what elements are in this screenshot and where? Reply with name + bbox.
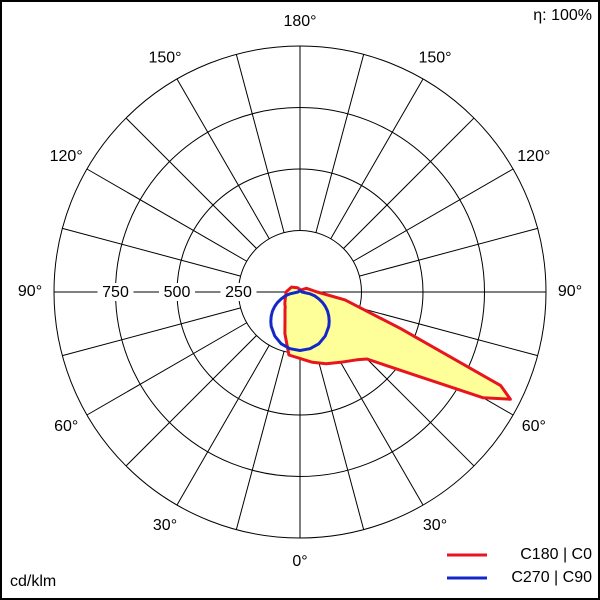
spoke <box>359 307 538 357</box>
spoke <box>86 168 247 262</box>
spoke <box>330 345 424 506</box>
spoke <box>359 227 538 277</box>
efficiency-note: η: 100% <box>533 7 592 24</box>
spoke <box>330 78 424 239</box>
spoke <box>176 345 270 506</box>
theta-tick-label: 150° <box>148 49 181 66</box>
legend-label: C270 | C90 <box>511 569 592 586</box>
r-tick-label: 750 <box>102 284 129 301</box>
theta-tick-label: 60° <box>54 418 78 435</box>
spoke <box>176 78 270 239</box>
spoke <box>353 168 514 262</box>
spoke <box>125 335 257 467</box>
theta-tick-label: 120° <box>517 148 550 165</box>
theta-tick-label: 90° <box>558 283 582 300</box>
spoke <box>62 307 241 357</box>
theta-tick-label: 30° <box>153 517 177 534</box>
spoke <box>62 227 241 277</box>
series-line <box>269 289 331 352</box>
theta-tick-label: 30° <box>423 517 447 534</box>
label-bg <box>220 283 257 301</box>
theta-tick-label: 150° <box>418 49 451 66</box>
unit-label: cd/klm <box>10 573 56 590</box>
spoke <box>235 351 285 530</box>
label-bg <box>159 283 195 301</box>
theta-tick-label: 60° <box>522 418 546 435</box>
spoke <box>315 351 365 530</box>
spoke <box>125 117 257 249</box>
spoke <box>315 54 365 233</box>
theta-tick-label: 180° <box>283 13 316 30</box>
theta-tick-label: 90° <box>18 283 42 300</box>
spoke <box>235 54 285 233</box>
label-bg <box>97 283 134 301</box>
theta-tick-label: 0° <box>292 553 307 570</box>
r-tick-label: 250 <box>225 284 252 301</box>
theta-tick-label: 120° <box>50 148 83 165</box>
area <box>284 287 511 400</box>
spoke <box>86 322 247 416</box>
r-tick-label: 500 <box>164 284 191 301</box>
spoke <box>343 117 475 249</box>
legend-label: C180 | C0 <box>520 546 592 563</box>
